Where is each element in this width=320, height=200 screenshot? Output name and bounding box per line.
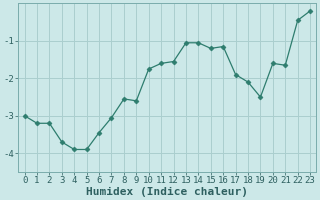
X-axis label: Humidex (Indice chaleur): Humidex (Indice chaleur) [86, 186, 248, 197]
